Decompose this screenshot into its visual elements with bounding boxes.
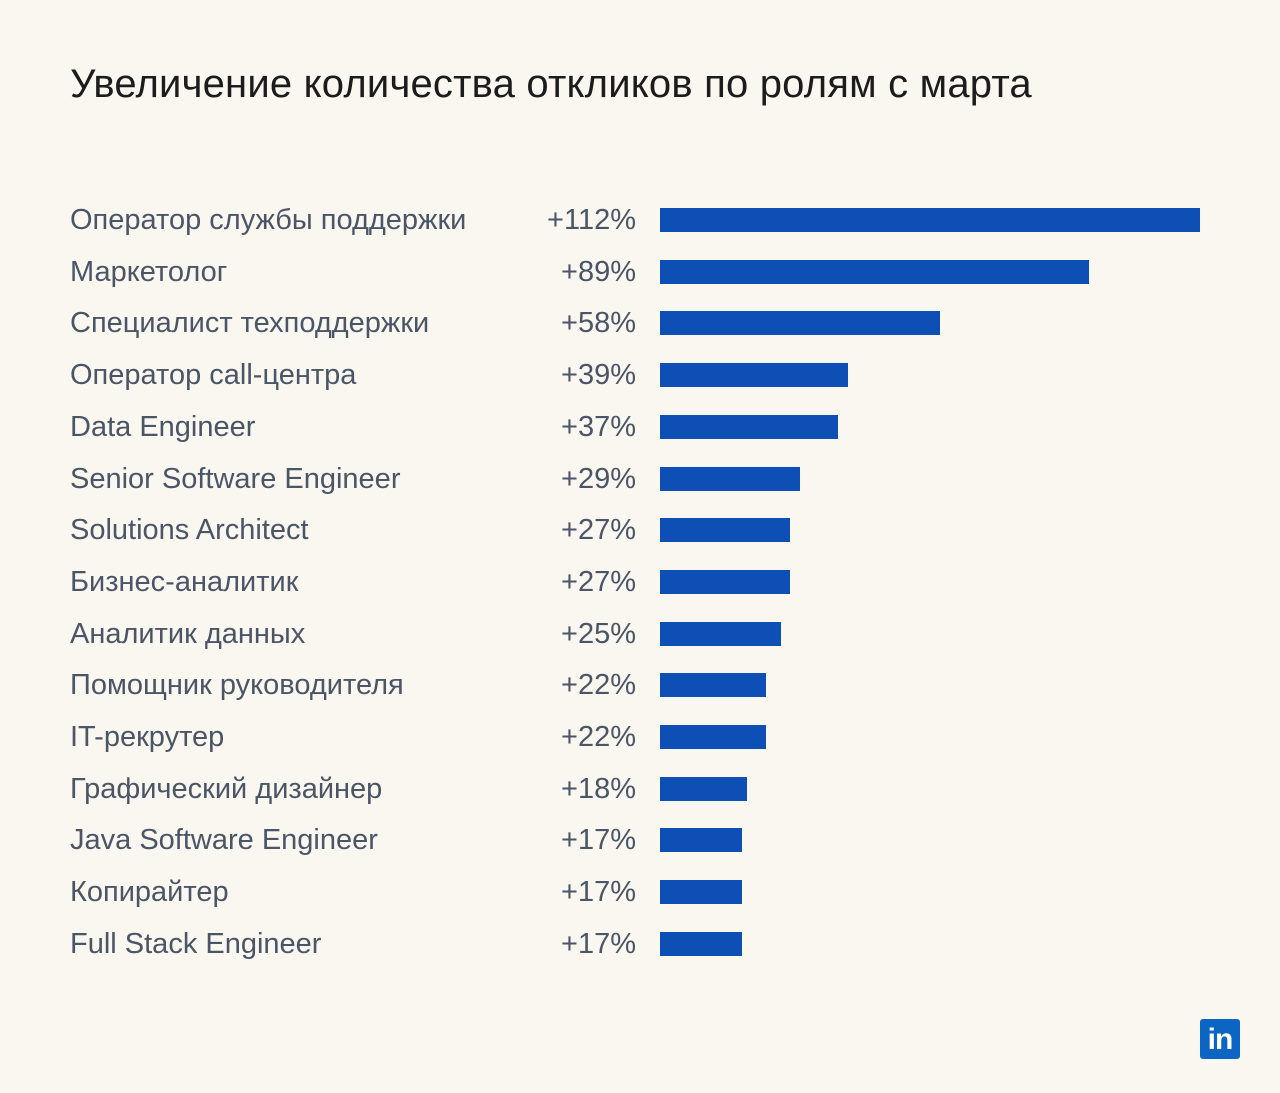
value-label: +25%	[561, 617, 636, 650]
chart-row: Solutions Architect +27%	[0, 504, 1280, 556]
category-label: Помощник руководителя	[70, 669, 404, 702]
value-label: +89%	[561, 255, 636, 288]
chart-row: Копирайтер +17%	[0, 866, 1280, 918]
chart-row: Бизнес-аналитик +27%	[0, 556, 1280, 608]
value-label: +112%	[547, 204, 636, 236]
chart-row: Full Stack Engineer +17%	[0, 918, 1280, 970]
bar	[660, 621, 781, 646]
value-label: +17%	[561, 824, 636, 857]
chart-row: Графический дизайнер +18%	[0, 763, 1280, 815]
bar	[660, 725, 766, 749]
chart-row: Аналитик данных +25%	[0, 608, 1280, 660]
bar	[660, 363, 848, 388]
bar	[660, 311, 940, 336]
chart-row: IT-рекрутер +22%	[0, 711, 1280, 763]
value-label: +37%	[561, 410, 636, 443]
bar	[660, 931, 742, 956]
bar	[660, 208, 1200, 232]
chart-row: Маркетолог +89%	[0, 246, 1280, 298]
value-label: +22%	[561, 721, 636, 753]
linkedin-logo-icon: in	[1200, 1019, 1240, 1059]
value-label: +17%	[561, 927, 636, 960]
bar	[660, 518, 790, 543]
bar	[660, 466, 800, 491]
chart-title: Увеличение количества откликов по ролям …	[70, 62, 1032, 106]
value-label: +27%	[561, 514, 636, 547]
bar	[660, 776, 747, 801]
category-label: Копирайтер	[70, 876, 229, 909]
bar	[660, 880, 742, 905]
bar	[660, 673, 766, 698]
chart-row: Специалист техподдержки +58%	[0, 297, 1280, 349]
chart-row: Data Engineer +37%	[0, 401, 1280, 453]
category-label: Оператор call-центра	[70, 359, 357, 392]
category-label: Data Engineer	[70, 410, 256, 443]
value-label: +18%	[561, 772, 636, 805]
category-label: Бизнес-аналитик	[70, 565, 299, 598]
value-label: +22%	[561, 669, 636, 702]
category-label: Full Stack Engineer	[70, 927, 322, 960]
value-label: +27%	[561, 565, 636, 598]
bar	[660, 259, 1089, 284]
category-label: Графический дизайнер	[70, 772, 383, 805]
value-label: +29%	[561, 462, 636, 495]
bar	[660, 569, 790, 594]
category-label: Senior Software Engineer	[70, 462, 401, 495]
category-label: Solutions Architect	[70, 514, 309, 547]
category-label: Java Software Engineer	[70, 824, 378, 857]
chart-row: Оператор службы поддержки +112%	[0, 194, 1280, 246]
category-label: Маркетолог	[70, 255, 228, 288]
chart-row: Оператор call-центра +39%	[0, 349, 1280, 401]
bar	[660, 414, 838, 439]
value-label: +58%	[561, 307, 636, 340]
value-label: +17%	[561, 876, 636, 909]
category-label: Аналитик данных	[70, 617, 306, 650]
chart-row: Java Software Engineer +17%	[0, 814, 1280, 866]
category-label: IT-рекрутер	[70, 721, 225, 753]
category-label: Оператор службы поддержки	[70, 204, 467, 236]
value-label: +39%	[561, 359, 636, 392]
chart-row: Помощник руководителя +22%	[0, 659, 1280, 711]
bar	[660, 828, 742, 853]
chart-row: Senior Software Engineer +29%	[0, 453, 1280, 505]
category-label: Специалист техподдержки	[70, 307, 430, 340]
